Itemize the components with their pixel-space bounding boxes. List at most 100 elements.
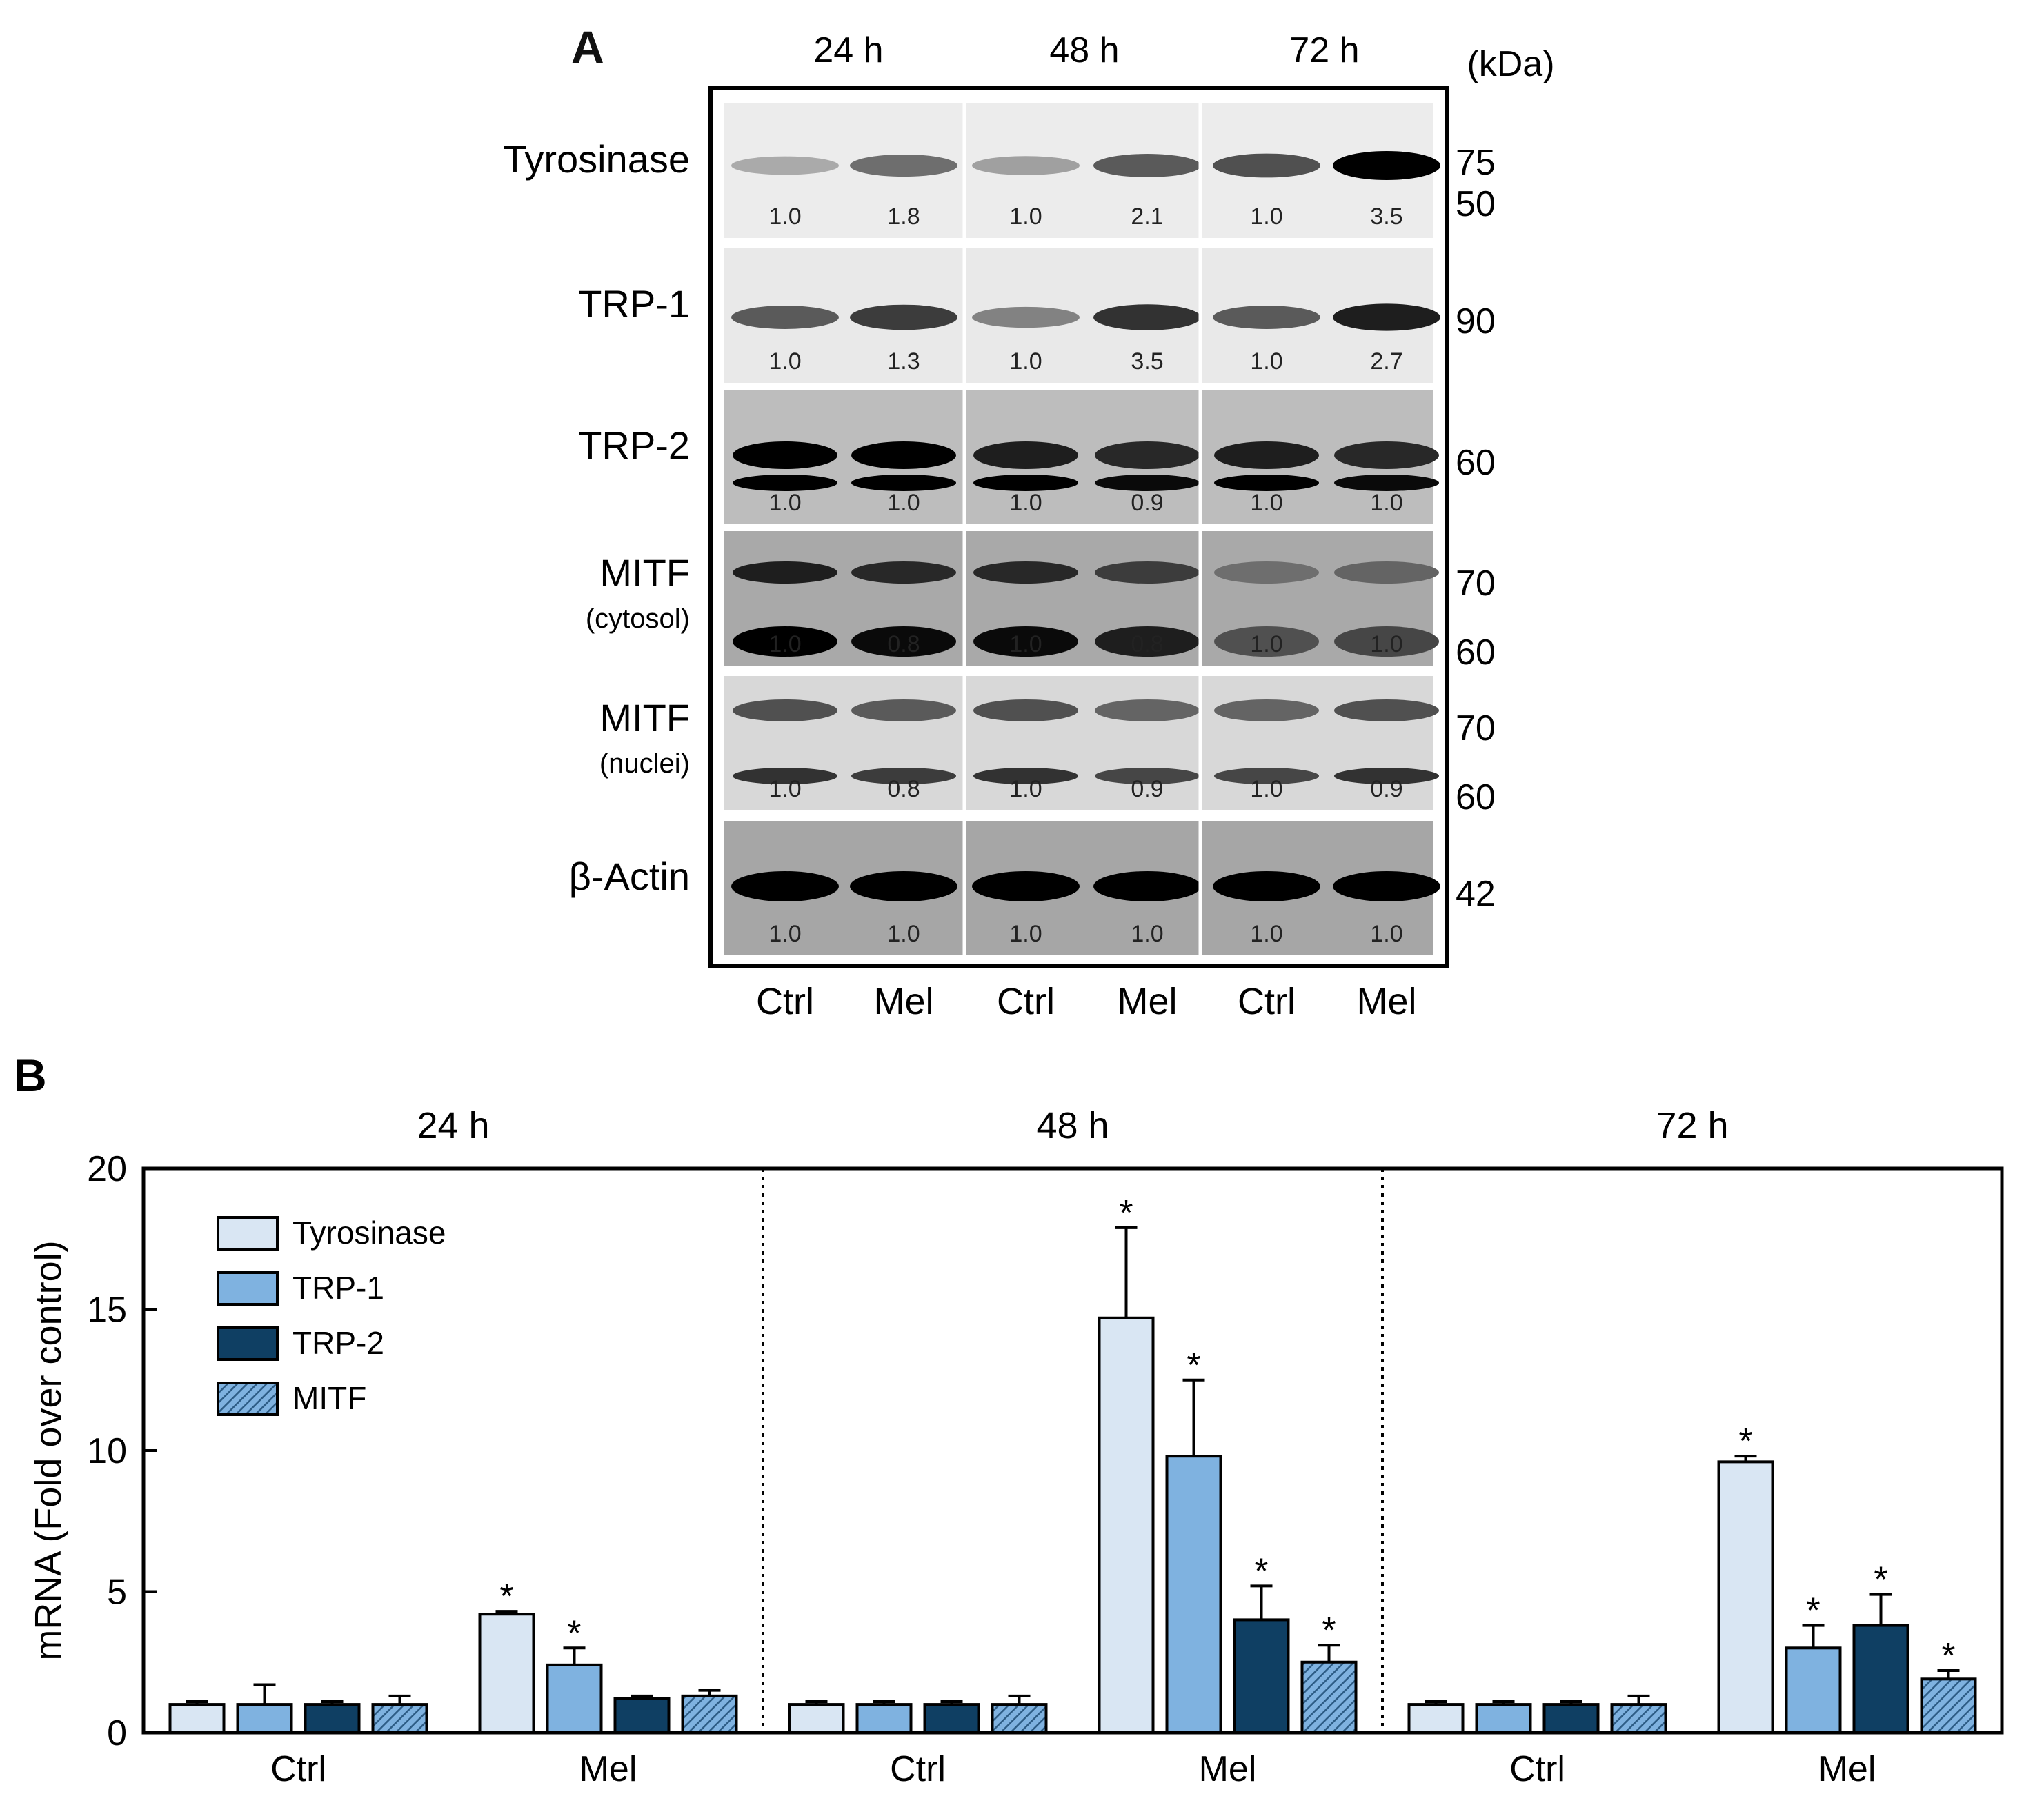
blot-band bbox=[1333, 303, 1440, 331]
plot-frame bbox=[141, 1166, 2004, 1735]
blot-band bbox=[731, 156, 839, 175]
significance-asterisk: * bbox=[1806, 1591, 1820, 1631]
lane-condition-label: Mel bbox=[1356, 981, 1416, 1022]
bar-trp-2 bbox=[1233, 1618, 1290, 1735]
legend-label: Tyrosinase bbox=[292, 1215, 446, 1251]
bar-trp-1 bbox=[546, 1663, 603, 1735]
y-tick-label: 10 bbox=[87, 1431, 127, 1471]
blot-band-upper bbox=[1334, 561, 1439, 584]
blot-frame bbox=[708, 86, 1449, 968]
legend-swatch bbox=[217, 1271, 279, 1306]
protein-label: TRP-1 bbox=[578, 282, 690, 326]
blot-band-lower bbox=[1214, 475, 1319, 491]
panel-b-letter: B bbox=[14, 1050, 47, 1101]
band-quant-value: 2.7 bbox=[1370, 348, 1402, 375]
significance-asterisk: * bbox=[1874, 1560, 1887, 1600]
blot-band-upper bbox=[1095, 561, 1200, 584]
band-quant-value: 1.0 bbox=[1250, 203, 1282, 230]
bar-trp-1 bbox=[1165, 1455, 1222, 1734]
blot-band-lower bbox=[973, 768, 1078, 784]
blot-band-lower bbox=[851, 626, 956, 657]
band-quant-value: 2.1 bbox=[1131, 203, 1163, 230]
kda-marker: 90 bbox=[1456, 301, 1496, 341]
blot-band-upper bbox=[1334, 699, 1439, 721]
bar-trp-1 bbox=[855, 1703, 913, 1734]
bar-mitf bbox=[1920, 1677, 1977, 1734]
blot-band bbox=[972, 156, 1080, 175]
blot-band-lower bbox=[1095, 626, 1200, 657]
legend-swatch bbox=[217, 1382, 279, 1416]
blot-band-upper bbox=[1214, 699, 1319, 721]
significance-asterisk: * bbox=[499, 1577, 513, 1617]
blot-band bbox=[731, 871, 839, 902]
blot-band-upper bbox=[1095, 441, 1200, 469]
significance-asterisk: * bbox=[1322, 1611, 1336, 1651]
band-quant-value: 1.0 bbox=[768, 776, 801, 802]
blot-band bbox=[1213, 153, 1320, 178]
kda-marker: 70 bbox=[1456, 564, 1496, 604]
band-quant-value: 1.0 bbox=[1250, 348, 1282, 375]
bar-tyrosinase bbox=[1407, 1703, 1465, 1734]
timepoint-label-1: 48 h bbox=[1049, 30, 1119, 70]
lane-condition-label: Mel bbox=[873, 981, 933, 1022]
blot-band-upper bbox=[973, 441, 1078, 469]
blot-band bbox=[1093, 154, 1201, 177]
timepoint-label-0: 24 h bbox=[813, 30, 883, 70]
band-quant-value: 1.0 bbox=[887, 490, 920, 516]
band-quant-value: 1.8 bbox=[887, 203, 920, 230]
blot-band bbox=[1093, 871, 1201, 902]
lane-condition-label: Mel bbox=[1117, 981, 1177, 1022]
blot-band bbox=[850, 304, 957, 330]
blot-band-upper bbox=[851, 561, 956, 584]
band-quant-value: 1.0 bbox=[768, 631, 801, 657]
kda-marker: 75 bbox=[1456, 143, 1496, 183]
bar-mitf bbox=[1610, 1703, 1667, 1734]
band-quant-value: 1.0 bbox=[1009, 921, 1042, 947]
y-tick-label: 15 bbox=[87, 1291, 127, 1331]
bar-mitf bbox=[1300, 1660, 1358, 1734]
blot-band bbox=[850, 871, 957, 902]
blot-band-lower bbox=[1334, 475, 1439, 491]
bar-trp-1 bbox=[236, 1703, 293, 1734]
x-category-label: Mel bbox=[579, 1749, 637, 1789]
western-blot-panel: 24 h 48 h 72 h (kDa) 1.0 1.8 1.0 2.1 1.0 3.5 Tyros… bbox=[503, 30, 1554, 1022]
x-category-label: Ctrl bbox=[270, 1749, 326, 1789]
bar-trp-1 bbox=[1475, 1703, 1532, 1734]
kda-marker: 60 bbox=[1456, 443, 1496, 483]
y-tick-label: 20 bbox=[87, 1149, 127, 1189]
band-quant-value: 0.9 bbox=[1131, 776, 1163, 802]
blot-band-lower bbox=[1334, 626, 1439, 657]
blot-row-bg bbox=[724, 103, 1433, 238]
blot-band-lower bbox=[1214, 768, 1319, 784]
protein-label: β-Actin bbox=[569, 855, 690, 898]
protein-label: Tyrosinase bbox=[503, 137, 690, 181]
band-quant-value: 1.0 bbox=[1250, 631, 1282, 657]
group-label: 24 h bbox=[417, 1105, 489, 1146]
y-tick-label: 5 bbox=[107, 1573, 127, 1613]
legend-label: TRP-1 bbox=[292, 1270, 384, 1306]
significance-asterisk: * bbox=[1254, 1551, 1268, 1591]
band-quant-value: 1.0 bbox=[887, 921, 920, 947]
lane-condition-label: Ctrl bbox=[997, 981, 1055, 1022]
blot-band bbox=[850, 154, 957, 177]
blot-band-lower bbox=[1214, 626, 1319, 657]
bar-trp-2 bbox=[1852, 1624, 1909, 1735]
bar-tyrosinase bbox=[788, 1703, 845, 1734]
bar-mitf bbox=[681, 1694, 738, 1735]
significance-asterisk: * bbox=[1941, 1636, 1955, 1676]
band-quant-value: 0.8 bbox=[887, 631, 920, 657]
kda-marker: 70 bbox=[1456, 708, 1496, 748]
blot-band-lower bbox=[733, 768, 837, 784]
blot-band-upper bbox=[733, 561, 837, 584]
band-quant-value: 3.5 bbox=[1131, 348, 1163, 375]
band-quant-value: 1.0 bbox=[768, 348, 801, 375]
blot-band-lower bbox=[733, 475, 837, 491]
legend-swatch bbox=[217, 1326, 279, 1361]
lane-condition-label: Ctrl bbox=[756, 981, 814, 1022]
band-quant-value: 1.0 bbox=[1009, 348, 1042, 375]
bar-tyrosinase bbox=[1717, 1460, 1774, 1734]
kda-marker: 50 bbox=[1456, 184, 1496, 224]
group-label: 72 h bbox=[1656, 1105, 1728, 1146]
protein-label: MITF bbox=[599, 696, 690, 739]
band-quant-value: 1.0 bbox=[1370, 631, 1402, 657]
